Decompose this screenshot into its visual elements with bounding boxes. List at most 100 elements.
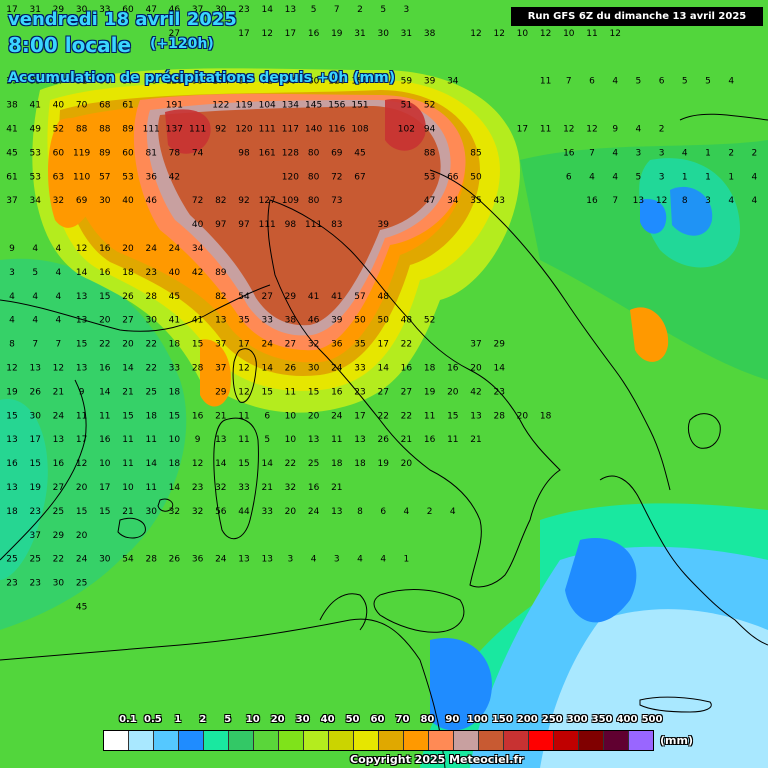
grid-value: 56 — [99, 77, 111, 87]
grid-value: 35 — [354, 340, 365, 350]
grid-value: 20 — [470, 364, 482, 374]
grid-value: 13 — [76, 364, 87, 374]
grid-value: 97 — [238, 220, 249, 230]
grid-value: 14 — [261, 459, 273, 469]
grid-value: 24 — [331, 364, 343, 374]
grid-value: 4 — [32, 292, 38, 302]
grid-value: 14 — [122, 364, 134, 374]
legend-swatch — [429, 731, 454, 750]
grid-value: 89 — [99, 148, 111, 158]
grid-value: 120 — [282, 172, 299, 182]
grid-value: 16 — [99, 364, 111, 374]
grid-value: 116 — [328, 125, 345, 135]
grid-value: 54 — [122, 555, 134, 565]
grid-value: 22 — [145, 340, 156, 350]
grid-value: 28 — [145, 555, 157, 565]
legend-label: 200 — [516, 714, 538, 725]
grid-value: 27 — [122, 316, 133, 326]
grid-value: 23 — [354, 387, 365, 397]
grid-value: 94 — [424, 125, 436, 135]
grid-value: 151 — [351, 101, 368, 111]
grid-value: 110 — [73, 172, 90, 182]
grid-value: 80 — [308, 148, 320, 158]
grid-value: 140 — [305, 125, 322, 135]
grid-value: 20 — [76, 483, 88, 493]
grid-value: 18 — [6, 507, 18, 517]
legend-label: 0.1 — [119, 714, 137, 725]
legend-swatch — [629, 731, 653, 750]
grid-value: 29 — [215, 387, 227, 397]
grid-value: 21 — [401, 435, 412, 445]
grid-value: 111 — [259, 220, 276, 230]
grid-value: 32 — [308, 340, 319, 350]
grid-value: 28 — [145, 292, 157, 302]
grid-value: 16 — [308, 29, 320, 39]
legend-labels: 0.1 0.5 1 2 5 10 20 30 40 50 60 70 80 90 100 150 200 250 3… — [103, 714, 663, 728]
grid-value: 20 — [122, 244, 134, 254]
grid-value: 53 — [29, 148, 40, 158]
grid-value: 1 — [682, 172, 688, 182]
grid-value: 23 — [29, 507, 40, 517]
grid-value: 13 — [215, 316, 226, 326]
grid-value: 30 — [215, 5, 227, 15]
legend-swatch — [454, 731, 479, 750]
grid-value: 56 — [285, 77, 297, 87]
grid-value: 30 — [377, 29, 389, 39]
grid-value: 18 — [122, 268, 134, 278]
grid-value: 34 — [447, 196, 459, 206]
grid-value: 22 — [401, 411, 412, 421]
legend-label: 0.5 — [144, 714, 162, 725]
grid-values: 17 31 29 30 33 60 47 46 37 30 23 14 13 5 7 2 5 327 17 12 17 1… — [6, 5, 757, 613]
grid-value: 14 — [261, 364, 273, 374]
grid-value: 16 — [99, 435, 111, 445]
grid-value: 4 — [752, 172, 758, 182]
grid-value: 23 — [493, 387, 504, 397]
grid-value: 22 — [377, 411, 388, 421]
grid-value: 13 — [238, 555, 249, 565]
grid-value: 24 — [331, 411, 343, 421]
grid-value: 4 — [56, 244, 62, 254]
grid-value: 41 — [192, 316, 203, 326]
grid-value: 30 — [145, 316, 157, 326]
grid-value: 21 — [122, 507, 133, 517]
grid-value: 30 — [238, 77, 250, 87]
grid-value: 16 — [563, 148, 575, 158]
grid-value: 60 — [122, 5, 134, 15]
grid-value: 27 — [285, 340, 296, 350]
grid-value: 4 — [32, 244, 38, 254]
grid-value: 10 — [517, 29, 529, 39]
grid-value: 2 — [659, 125, 665, 135]
grid-value: 4 — [682, 148, 688, 158]
grid-value: 44 — [238, 507, 250, 517]
grid-value: 15 — [192, 340, 203, 350]
grid-value: 54 — [238, 292, 250, 302]
grid-value: 24 — [145, 244, 157, 254]
grid-value: 14 — [99, 387, 111, 397]
grid-value: 39 — [424, 77, 436, 87]
grid-value: 12 — [76, 244, 87, 254]
grid-value: 70 — [76, 101, 88, 111]
grid-value: 18 — [424, 364, 436, 374]
grid-value: 13 — [29, 364, 40, 374]
grid-value: 18 — [169, 459, 181, 469]
grid-value: 80 — [308, 196, 320, 206]
grid-value: 40 — [53, 101, 65, 111]
legend-swatch — [179, 731, 204, 750]
grid-value: 21 — [215, 411, 226, 421]
grid-value: 22 — [401, 340, 412, 350]
grid-value: 12 — [470, 29, 481, 39]
grid-value: 47 — [145, 5, 156, 15]
grid-value: 4 — [728, 77, 734, 87]
grid-value: 38 — [6, 101, 18, 111]
grid-value: 18 — [540, 411, 552, 421]
grid-value: 33 — [29, 77, 40, 87]
grid-value: 20 — [517, 411, 529, 421]
grid-value: 10 — [169, 435, 181, 445]
grid-value: 9 — [195, 435, 201, 445]
grid-value: 60 — [122, 148, 134, 158]
grid-value: 156 — [328, 101, 345, 111]
legend-unit: (mm) — [660, 734, 693, 747]
grid-value: 29 — [53, 5, 65, 15]
grid-value: 145 — [305, 101, 322, 111]
